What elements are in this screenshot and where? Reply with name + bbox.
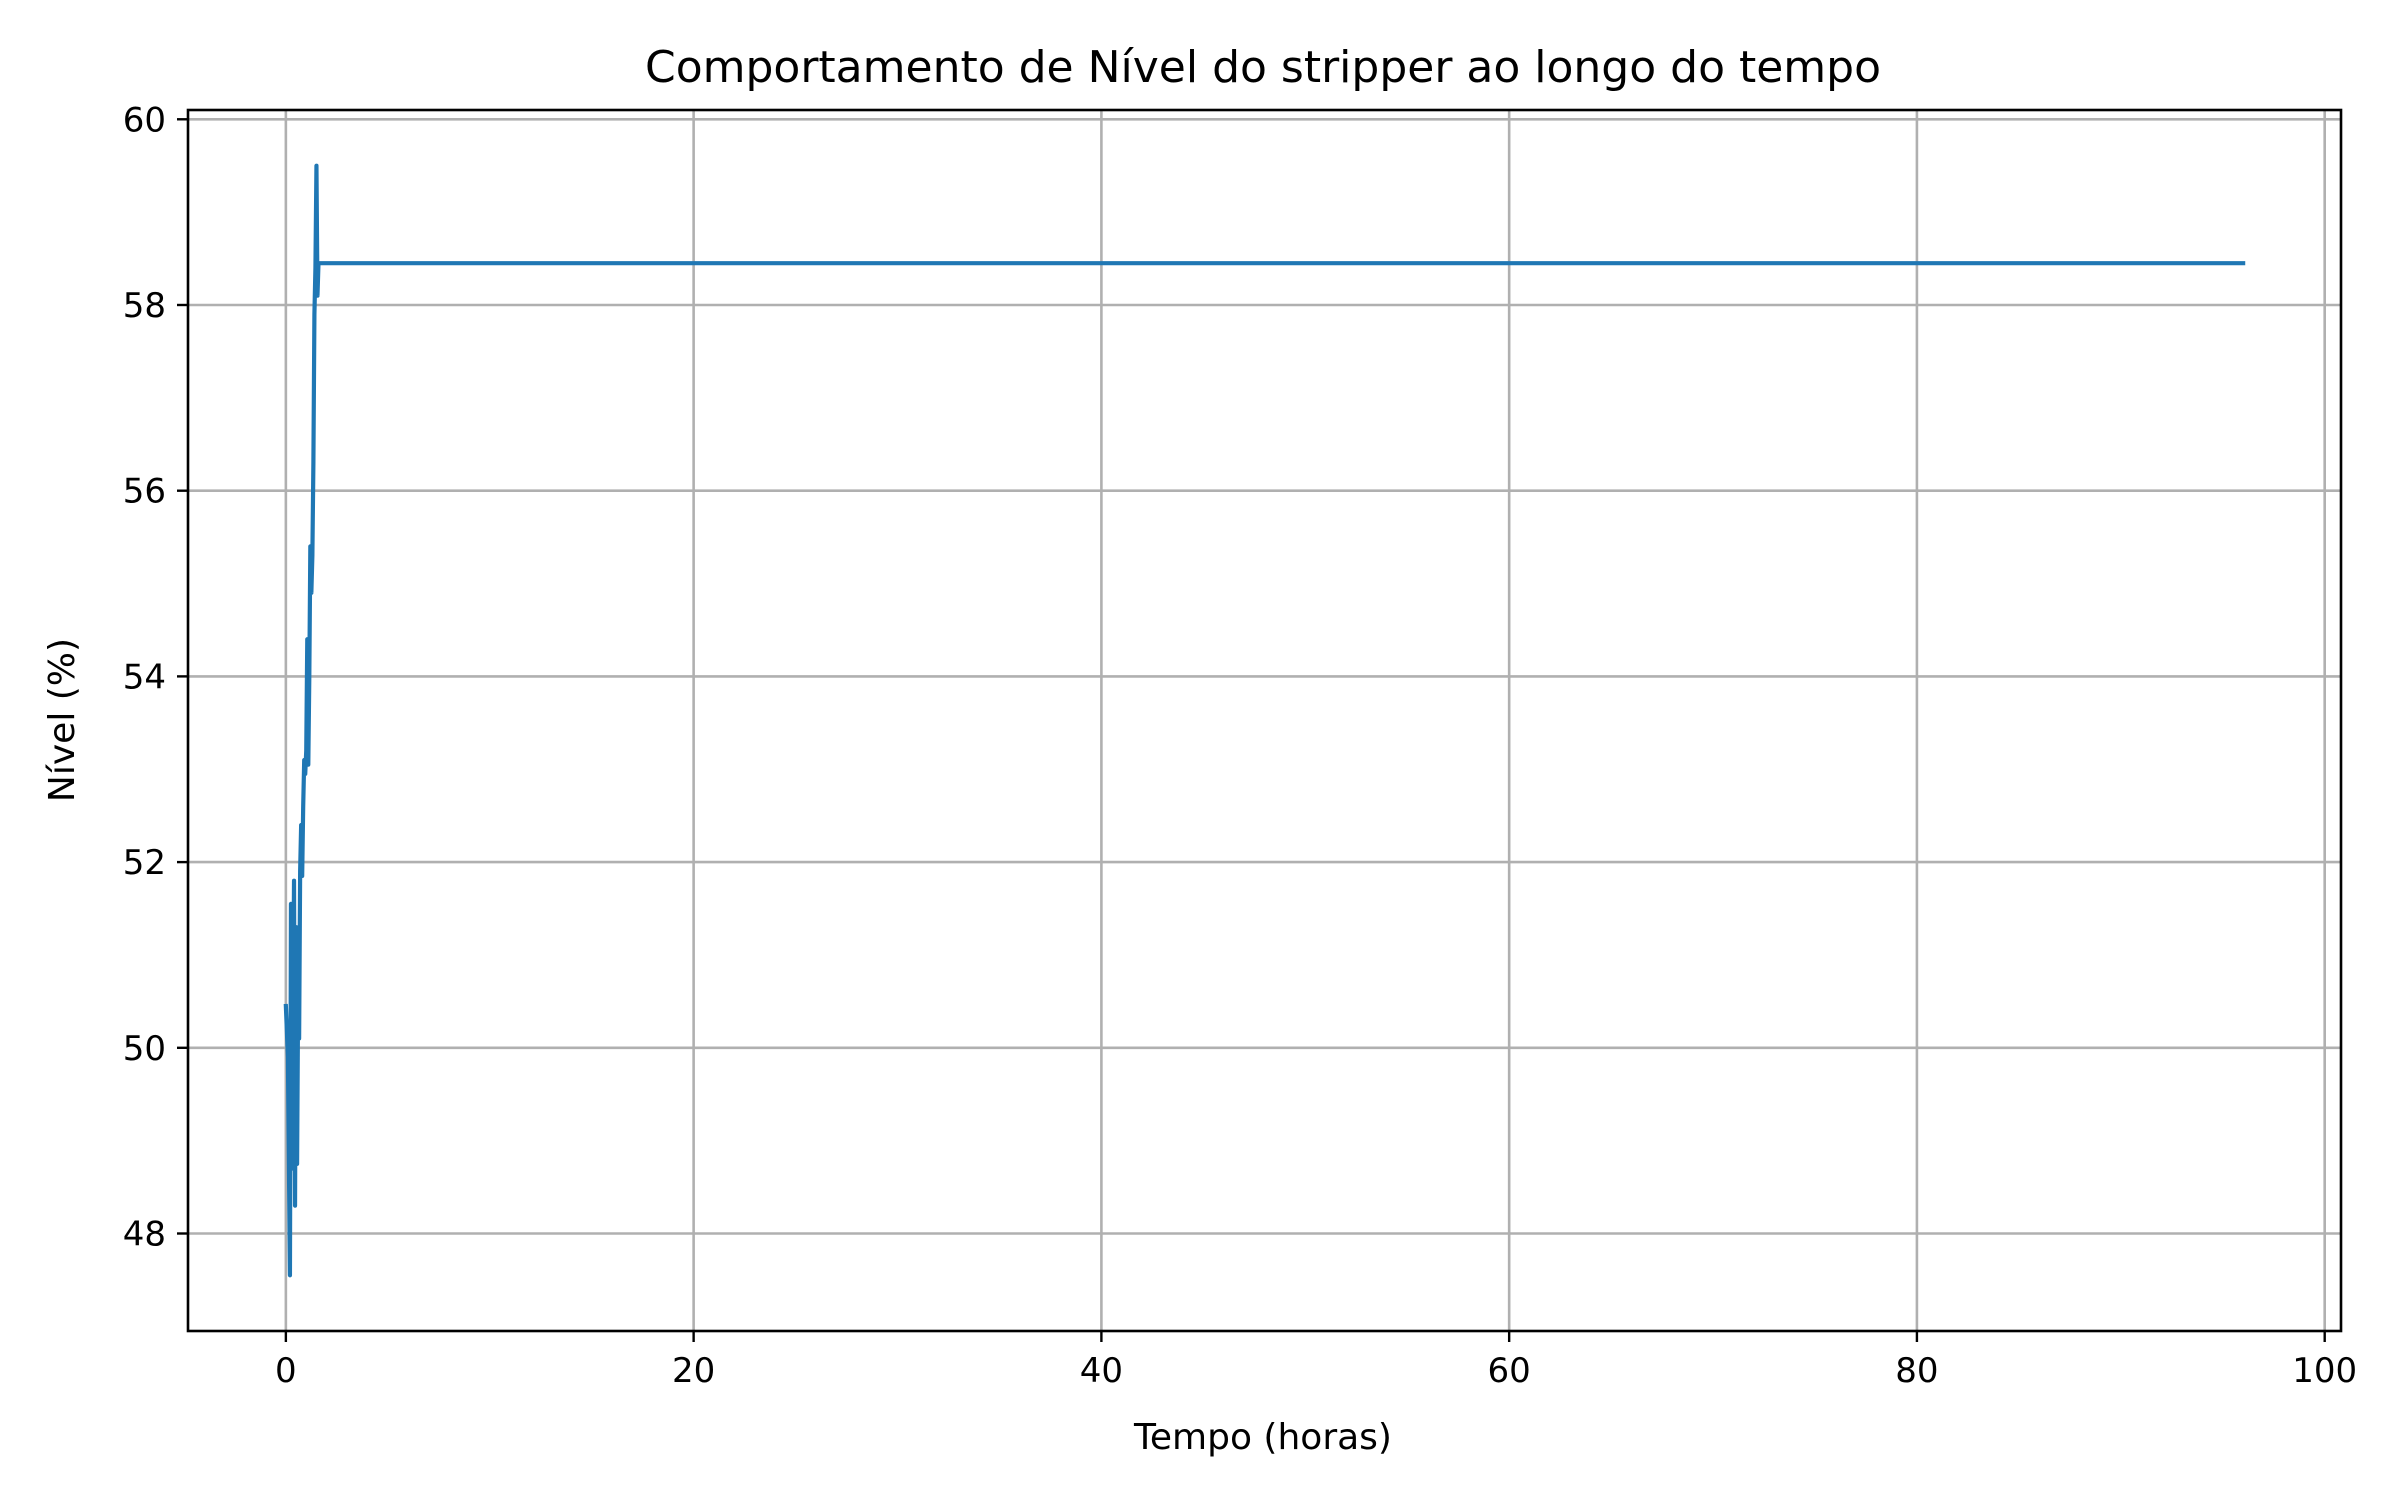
chart-title: Comportamento de Nível do stripper ao lo… bbox=[645, 42, 1881, 93]
x-tick-label: 60 bbox=[1488, 1351, 1531, 1391]
x-tick-label: 0 bbox=[275, 1351, 297, 1391]
ticks: 0 20 40 60 80 100 48 50 52 54 56 58 60 bbox=[123, 100, 2357, 1391]
x-tick-label: 80 bbox=[1895, 1351, 1938, 1391]
x-tick-label: 40 bbox=[1080, 1351, 1123, 1391]
series-layer bbox=[283, 163, 2246, 1278]
y-tick-label: 56 bbox=[123, 472, 166, 512]
y-tick-label: 50 bbox=[123, 1029, 166, 1069]
plot-frame bbox=[186, 108, 2343, 1333]
y-tick-label: 58 bbox=[123, 286, 166, 326]
y-axis-label: Nível (%) bbox=[42, 638, 83, 802]
x-tick-label: 20 bbox=[672, 1351, 715, 1391]
y-tick-label: 52 bbox=[123, 843, 166, 883]
grid bbox=[188, 110, 2341, 1331]
y-tick-label: 60 bbox=[123, 100, 166, 140]
series-line bbox=[283, 163, 2246, 1278]
x-axis-label: Tempo (horas) bbox=[1133, 1417, 1392, 1458]
x-tick-label: 100 bbox=[2292, 1351, 2357, 1391]
y-tick-label: 48 bbox=[123, 1215, 166, 1255]
y-tick-label: 54 bbox=[123, 657, 166, 697]
